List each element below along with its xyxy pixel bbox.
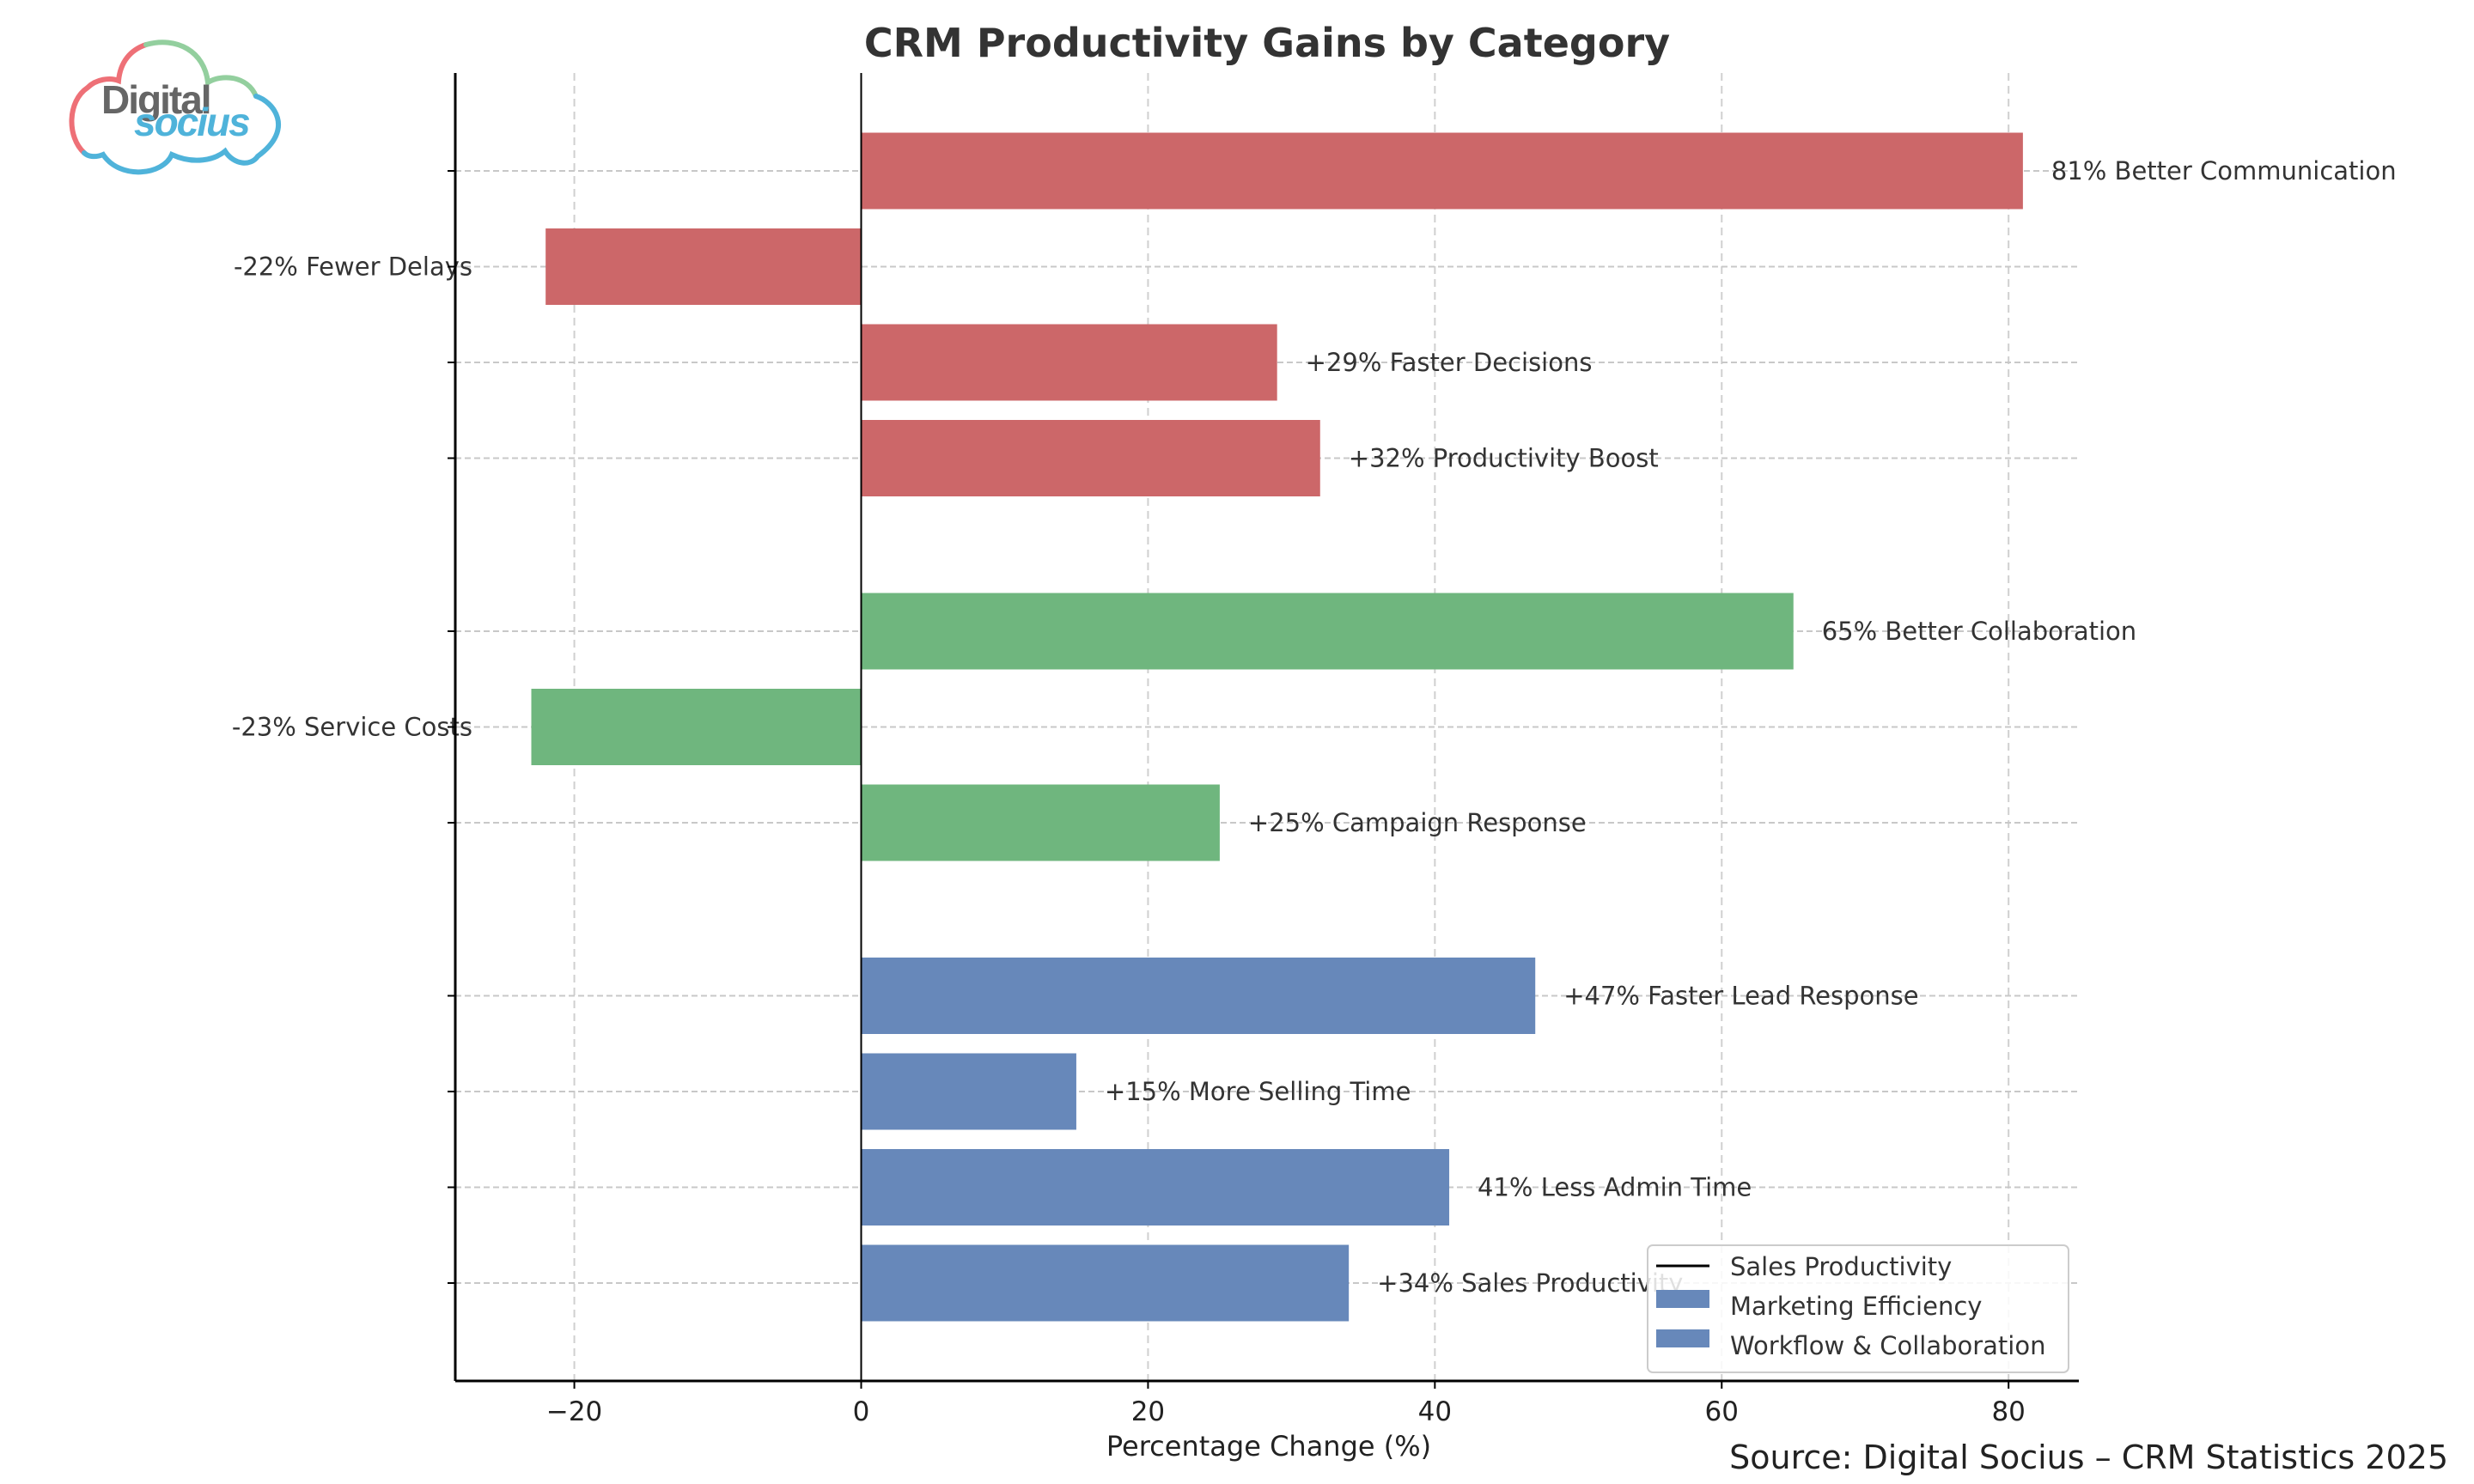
bar	[861, 1244, 1350, 1322]
bar-label: 81% Better Communication	[2051, 156, 2397, 186]
bar-label: +29% Faster Decisions	[1306, 348, 1593, 377]
x-tick-label: 0	[853, 1396, 870, 1427]
x-ticks: −20 0 20 40 60 80	[546, 1381, 2026, 1427]
bar	[861, 420, 1320, 496]
bar	[861, 1149, 1450, 1226]
bar-label: -23% Service Costs	[232, 713, 472, 742]
logo-cloud-red-arc	[69, 42, 149, 155]
legend-label-2: Workflow & Collaboration	[1730, 1331, 2045, 1360]
logo-cloud-green-arc	[143, 40, 259, 99]
bar-labels: 81% Better Communication -22% Fewer Delay…	[232, 156, 2397, 1298]
bar-label: +47% Faster Lead Response	[1563, 982, 1918, 1011]
x-tick-label: 20	[1131, 1396, 1165, 1427]
legend-box	[1647, 1244, 2069, 1373]
bar	[861, 1053, 1076, 1130]
chart-title: CRM Productivity Gains by Category	[864, 20, 1670, 66]
bar	[861, 132, 2023, 210]
digital-socius-logo: Digital socius	[69, 40, 281, 175]
x-tick-label: 40	[1418, 1396, 1452, 1427]
legend-label-1: Marketing Efficiency	[1730, 1292, 1982, 1321]
legend-patch-icon	[1656, 1329, 1709, 1347]
bar	[861, 958, 1536, 1034]
x-tick-label: 60	[1705, 1396, 1739, 1427]
source-note: Source: Digital Socius – CRM Statistics …	[1729, 1438, 2448, 1476]
bar	[861, 784, 1220, 861]
legend-label-0: Sales Productivity	[1730, 1252, 1952, 1281]
x-axis-label: Percentage Change (%)	[1106, 1430, 1431, 1463]
x-tick-label: 80	[1991, 1396, 2025, 1427]
legend-patch-icon	[1656, 1290, 1709, 1308]
bar-label: +25% Campaign Response	[1248, 808, 1587, 837]
bar-label: +32% Productivity Boost	[1349, 444, 1659, 473]
logo-text-socius: socius	[134, 100, 250, 144]
bars	[531, 132, 2023, 1322]
bar-label: -22% Fewer Delays	[234, 252, 472, 282]
bar-label: +15% More Selling Time	[1105, 1077, 1411, 1106]
logo-text-digital: Digital	[101, 77, 210, 122]
bar	[861, 324, 1277, 401]
y-ticks	[448, 170, 455, 1284]
bar-label: 41% Less Admin Time	[1478, 1173, 1752, 1202]
bar-label: +34% Sales Productivity	[1377, 1268, 1683, 1298]
bar	[531, 689, 862, 765]
logo-cloud-blue-arc	[82, 94, 281, 175]
legend: Sales Productivity Marketing Efficiency …	[1647, 1244, 2069, 1373]
bar	[861, 593, 1794, 670]
bar-label: 65% Better Collaboration	[1822, 617, 2136, 646]
bar	[545, 228, 862, 305]
x-tick-label: −20	[546, 1396, 602, 1427]
